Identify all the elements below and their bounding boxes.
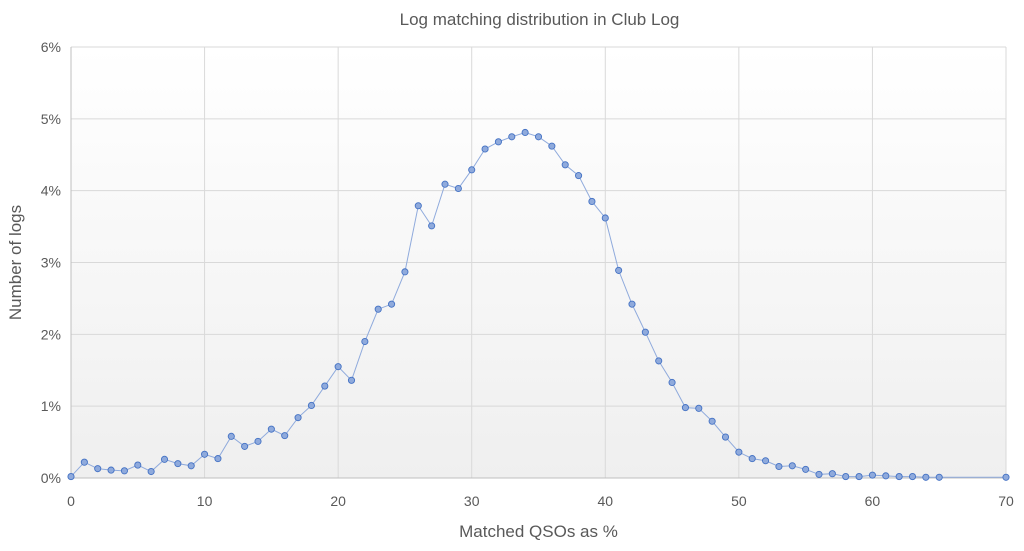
data-point bbox=[842, 473, 850, 481]
data-point bbox=[294, 414, 302, 422]
data-point bbox=[721, 433, 730, 441]
data-point bbox=[935, 473, 943, 481]
x-tick-label: 20 bbox=[330, 493, 346, 509]
x-tick-label: 50 bbox=[731, 493, 747, 509]
data-point bbox=[80, 458, 88, 466]
data-point bbox=[428, 222, 436, 230]
x-tick-label: 70 bbox=[998, 493, 1014, 509]
y-tick-label: 1% bbox=[41, 398, 61, 414]
data-point bbox=[414, 202, 422, 210]
x-axis-title: Matched QSOs as % bbox=[459, 522, 618, 541]
data-point bbox=[107, 466, 115, 474]
data-point bbox=[374, 305, 382, 313]
y-tick-label: 2% bbox=[41, 326, 61, 342]
data-point bbox=[601, 214, 609, 222]
data-point bbox=[254, 437, 262, 445]
data-point bbox=[681, 404, 689, 412]
y-axis-title: Number of logs bbox=[6, 205, 25, 320]
data-point bbox=[401, 268, 409, 276]
data-point bbox=[454, 184, 462, 193]
data-point bbox=[615, 266, 623, 274]
data-point bbox=[241, 442, 249, 450]
data-point bbox=[227, 432, 235, 440]
data-point bbox=[575, 172, 583, 180]
data-point bbox=[628, 300, 636, 308]
data-point bbox=[67, 473, 75, 481]
data-point bbox=[347, 376, 356, 384]
y-tick-label: 0% bbox=[41, 470, 61, 486]
data-point bbox=[361, 337, 369, 346]
data-point bbox=[147, 467, 155, 476]
data-point bbox=[735, 448, 743, 456]
data-point bbox=[388, 300, 396, 308]
x-tick-label: 10 bbox=[197, 493, 213, 509]
data-point bbox=[201, 450, 209, 458]
data-point bbox=[868, 471, 876, 479]
data-point bbox=[521, 128, 529, 137]
data-point bbox=[94, 465, 102, 473]
data-point bbox=[334, 363, 342, 371]
y-tick-label: 4% bbox=[41, 183, 61, 199]
data-point bbox=[120, 467, 128, 475]
data-point bbox=[187, 462, 195, 470]
x-tick-label: 60 bbox=[865, 493, 881, 509]
data-point bbox=[882, 472, 890, 480]
y-tick-label: 3% bbox=[41, 255, 61, 271]
data-point bbox=[708, 417, 716, 425]
data-point bbox=[748, 455, 756, 463]
data-point bbox=[174, 460, 182, 468]
data-point bbox=[588, 197, 596, 205]
data-point bbox=[815, 470, 823, 478]
y-tick-label: 5% bbox=[41, 111, 61, 127]
data-point bbox=[214, 455, 222, 463]
data-point bbox=[534, 133, 543, 141]
data-point bbox=[695, 404, 703, 412]
data-point bbox=[762, 457, 770, 465]
gridlines bbox=[71, 46, 1007, 478]
data-point bbox=[281, 432, 289, 440]
data-point bbox=[641, 328, 649, 336]
data-point bbox=[481, 145, 489, 153]
x-tick-label: 40 bbox=[597, 493, 613, 509]
axes: 0% 1% 2% 3% 4% 5% 6% 0 10 20 30 40 50 60 70 bbox=[41, 39, 1014, 509]
data-point bbox=[922, 473, 930, 481]
data-series bbox=[67, 128, 1010, 481]
data-point bbox=[548, 142, 556, 150]
chart-title: Log matching distribution in Club Log bbox=[400, 10, 680, 29]
data-point bbox=[802, 465, 810, 473]
data-point bbox=[267, 425, 275, 433]
data-point bbox=[134, 461, 142, 469]
data-point bbox=[855, 473, 863, 481]
x-tick-label: 30 bbox=[464, 493, 480, 509]
y-tick-label: 6% bbox=[41, 39, 61, 55]
x-tick-label: 0 bbox=[67, 493, 75, 509]
data-point bbox=[828, 470, 836, 478]
data-point bbox=[561, 161, 569, 169]
data-point bbox=[494, 138, 502, 146]
data-point bbox=[788, 462, 796, 470]
data-point bbox=[775, 462, 783, 471]
data-point bbox=[468, 166, 476, 174]
data-point bbox=[508, 133, 516, 141]
data-point bbox=[307, 401, 315, 409]
data-point bbox=[668, 378, 676, 387]
data-point bbox=[441, 180, 449, 188]
data-point bbox=[160, 455, 169, 463]
data-point bbox=[655, 357, 663, 365]
data-point bbox=[1002, 473, 1010, 481]
data-point bbox=[895, 473, 903, 481]
data-point bbox=[321, 382, 329, 390]
data-point bbox=[908, 473, 917, 481]
